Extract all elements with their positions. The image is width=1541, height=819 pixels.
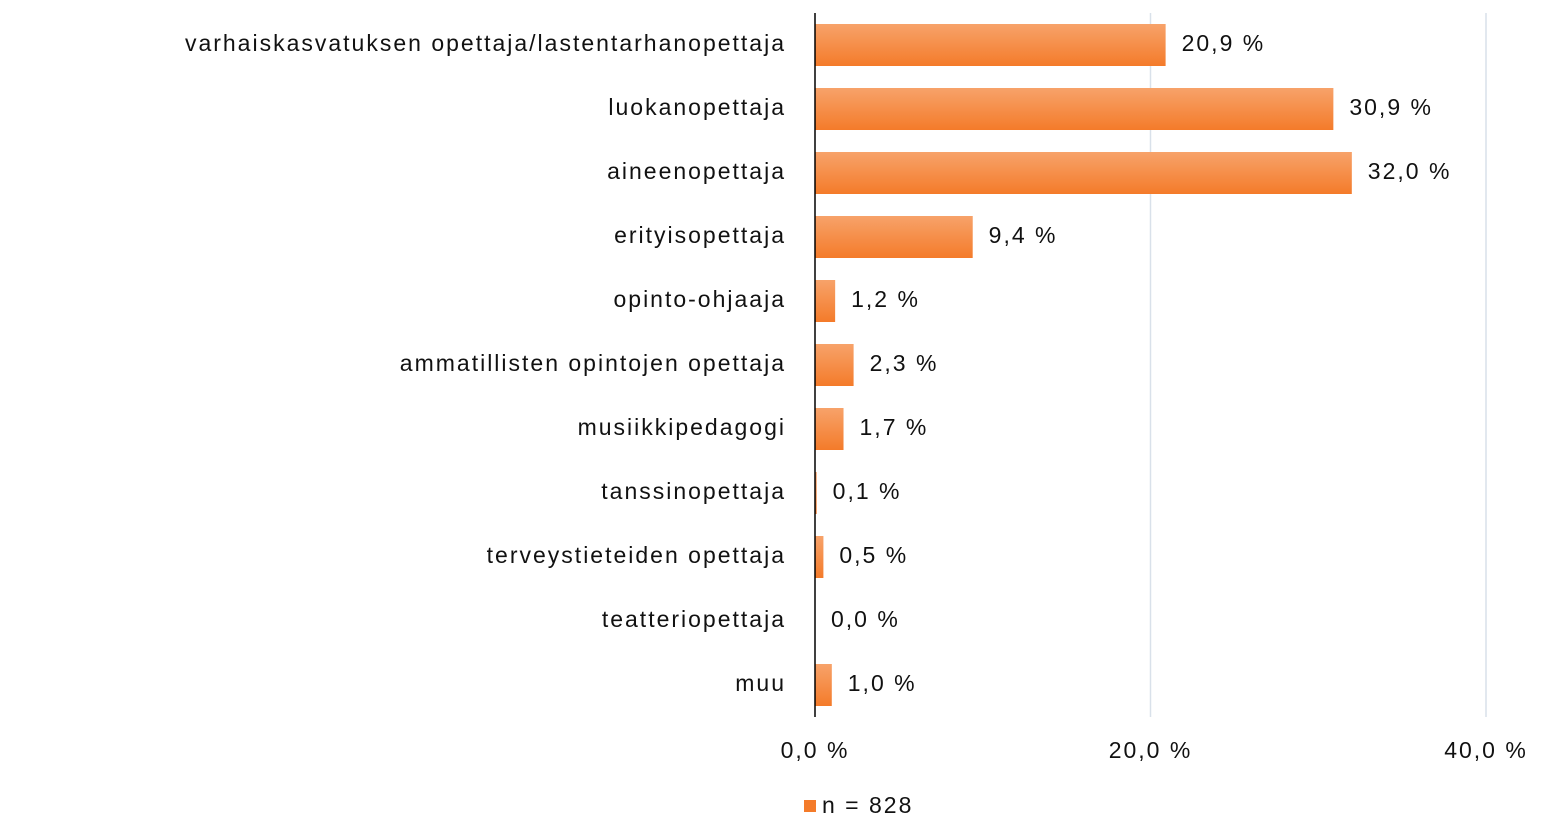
category-label: teatteriopettaja	[602, 606, 786, 632]
value-label: 2,3 %	[870, 350, 939, 376]
x-tick-label: 20,0 %	[1109, 737, 1193, 763]
value-label: 20,9 %	[1182, 30, 1266, 56]
legend-swatch	[804, 800, 816, 812]
bar-shine	[815, 536, 824, 578]
value-label: 32,0 %	[1368, 158, 1452, 184]
value-label: 1,2 %	[851, 286, 920, 312]
category-label: ammatillisten opintojen opettaja	[400, 350, 786, 376]
category-label: opinto-ohjaaja	[613, 286, 786, 312]
bar-shine	[815, 280, 836, 322]
category-label: varhaiskasvatuksen opettaja/lastentarhan…	[185, 30, 786, 56]
bar-shine	[815, 152, 1352, 194]
value-label: 0,1 %	[833, 478, 902, 504]
category-label: musiikkipedagogi	[578, 414, 786, 440]
category-label: terveystieteiden opettaja	[487, 542, 786, 568]
bar-shine	[815, 344, 854, 386]
value-label: 0,0 %	[831, 606, 900, 632]
legend-label: n = 828	[822, 792, 913, 818]
bar-shine	[815, 88, 1334, 130]
category-label: muu	[735, 670, 786, 696]
value-label: 0,5 %	[839, 542, 908, 568]
bar-shine	[815, 472, 817, 514]
category-label: luokanopettaja	[608, 94, 786, 120]
bar-shine	[815, 664, 832, 706]
value-label: 1,7 %	[860, 414, 929, 440]
category-label: erityisopettaja	[614, 222, 786, 248]
x-tick-label: 0,0 %	[781, 737, 850, 763]
value-label: 30,9 %	[1349, 94, 1433, 120]
value-label: 9,4 %	[989, 222, 1058, 248]
category-label: tanssinopettaja	[601, 478, 786, 504]
category-label: aineenopettaja	[607, 158, 786, 184]
bar-shine	[815, 216, 973, 258]
bar-shine	[815, 24, 1166, 66]
value-label: 1,0 %	[848, 670, 917, 696]
x-tick-label: 40,0 %	[1444, 737, 1528, 763]
bar-shine	[815, 408, 844, 450]
